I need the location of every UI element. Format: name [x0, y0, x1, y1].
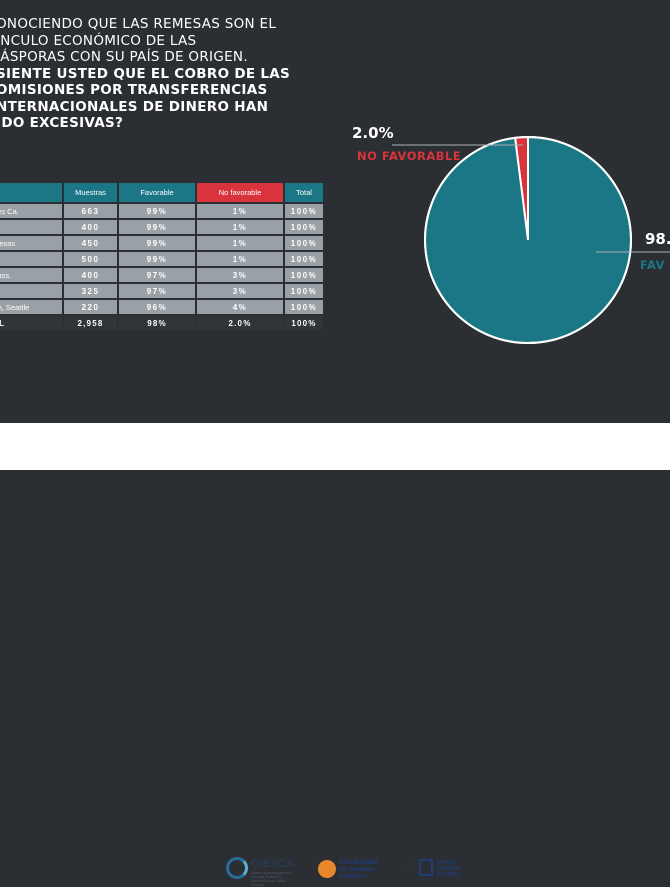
total-muestras: 2,958 [64, 316, 117, 330]
cell-favorable: 97% [119, 268, 195, 282]
table-row: ton,Texas45099%1%100% [0, 236, 323, 250]
red-mundial-ball-icon [318, 860, 336, 878]
header-total: Total [285, 183, 323, 202]
red-mundial-line: de Jóvenes [339, 865, 375, 873]
total-total: 100% [285, 316, 323, 330]
slice-value-favorable: 98. [645, 230, 670, 248]
total-favorable: 98% [119, 316, 195, 330]
id-mark-icon [419, 859, 433, 876]
cell-muestras: 450 [64, 236, 117, 250]
question-line-bold: IDO EXCESIVAS? [0, 115, 124, 131]
table-row: and50099%1%100% [0, 252, 323, 266]
survey-question: ONOCIENDO QUE LAS REMESAS SON EL ÍNCULO … [0, 16, 296, 132]
cell-total: 100% [285, 300, 323, 314]
question-line-bold: NTERNACIONALES DE DINERO HAN [0, 98, 269, 115]
cell-city: e [0, 284, 62, 298]
cell-city: n, Mass. [0, 268, 62, 282]
cell-total: 100% [285, 220, 323, 234]
cell-muestras: 325 [64, 284, 117, 298]
ciesca-logo: CIESCA Centro de Investigaciones Estudio… [226, 854, 296, 887]
cell-city: York. [0, 220, 62, 234]
table-header-row: ados Muestras Favorable No favorable Tot… [0, 183, 323, 202]
header-no-favorable: No favorable [197, 183, 283, 202]
cell-total: 100% [285, 268, 323, 282]
pie-chart [392, 135, 670, 344]
cell-city: ton,Texas [0, 236, 62, 250]
cell-muestras: 663 [64, 204, 117, 218]
results-table: ados Muestras Favorable No favorable Tot… [0, 181, 325, 332]
red-mundial-text: Red Mundial de Jóvenes Políticos [339, 859, 391, 880]
cell-no-favorable: 1% [197, 204, 283, 218]
cell-total: 100% [285, 204, 323, 218]
cell-muestras: 500 [64, 252, 117, 266]
cell-muestras: 220 [64, 300, 117, 314]
cell-favorable: 97% [119, 284, 195, 298]
cell-no-favorable: 1% [197, 252, 283, 266]
question-line: ONOCIENDO QUE LAS REMESAS SON EL [0, 16, 277, 32]
ciesca-subtitle: Centro de Investigaciones Estudios Socia… [251, 871, 292, 887]
inteligencia-digital-text: INTELI GENCIA DIGITAL [437, 860, 461, 878]
cell-no-favorable: 1% [197, 236, 283, 250]
cell-city: and [0, 252, 62, 266]
pie-slice-favorable [424, 135, 632, 344]
table-row: e32597%3%100% [0, 284, 323, 298]
cell-no-favorable: 3% [197, 268, 283, 282]
header-muestras: Muestras [64, 183, 117, 202]
cell-no-favorable: 3% [197, 284, 283, 298]
slice-label-favorable: FAV [640, 258, 666, 272]
red-mundial-line: Políticos [339, 872, 367, 880]
cell-favorable: 99% [119, 204, 195, 218]
pie-outline [424, 136, 632, 344]
cell-no-favorable: 1% [197, 220, 283, 234]
red-mundial-logo: Red Mundial de Jóvenes Políticos [318, 853, 388, 885]
inteligencia-digital-logo: INTELI GENCIA DIGITAL [419, 856, 479, 882]
slide: ONOCIENDO QUE LAS REMESAS SON EL ÍNCULO … [0, 0, 670, 423]
cell-total: 100% [285, 252, 323, 266]
slice-value-no-favorable: 2.0% [352, 124, 394, 142]
cell-favorable: 99% [119, 252, 195, 266]
header-city: ados [0, 183, 62, 202]
cell-total: 100% [285, 236, 323, 250]
question-line: ÍNCULO ECONÓMICO DE LAS [0, 32, 197, 49]
cell-favorable: 96% [119, 300, 195, 314]
intel-line: DIGITAL [437, 872, 462, 878]
total-label: TAL [0, 316, 62, 330]
footer-logos: CIESCA Centro de Investigaciones Estudio… [0, 423, 670, 887]
table-total-row: TAL 2,958 98% 2.0% 100% [0, 316, 323, 330]
by-label: BY: [405, 863, 415, 869]
total-no-favorable: 2.0% [197, 316, 283, 330]
ciesca-name: CIESCA [251, 858, 295, 870]
ciesca-ring-icon [226, 857, 248, 879]
question-line-bold: SIENTE USTED QUE EL COBRO DE LAS [0, 65, 291, 82]
cell-favorable: 99% [119, 236, 195, 250]
slice-label-no-favorable: NO FAVORABLE [357, 149, 462, 163]
cell-muestras: 400 [64, 268, 117, 282]
cell-total: 100% [285, 284, 323, 298]
red-mundial-line: Red Mundial [339, 859, 378, 866]
question-line-bold: OMISIONES POR TRANSFERENCIAS [0, 82, 268, 98]
header-favorable: Favorable [119, 183, 195, 202]
cell-city: ngeles Ca. [0, 204, 62, 218]
cell-favorable: 99% [119, 220, 195, 234]
cell-no-favorable: 4% [197, 300, 283, 314]
cell-city: ngton, Seattle [0, 300, 62, 314]
cell-muestras: 400 [64, 220, 117, 234]
question-line: IÁSPORAS CON SU PAÍS DE ORIGEN. [0, 49, 248, 65]
